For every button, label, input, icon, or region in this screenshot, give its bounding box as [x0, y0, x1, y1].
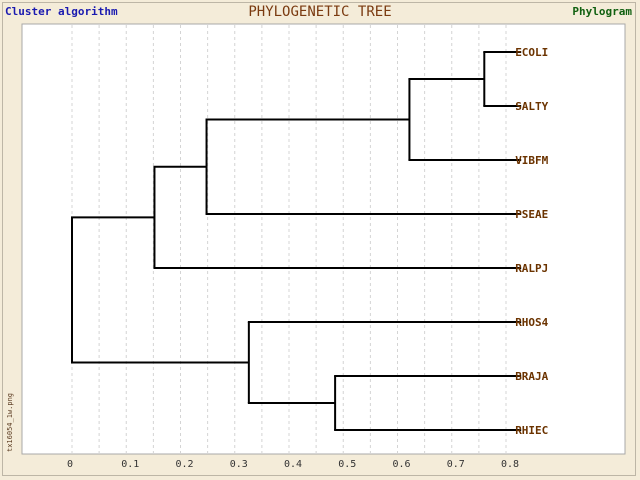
page-title: PHYLOGENETIC TREE	[248, 4, 392, 20]
tick-label: 0.6	[393, 459, 411, 470]
leaf-label-rhiec: RHIEC	[515, 424, 548, 437]
tick-label: 0.7	[447, 459, 465, 470]
leaf-label-vibfm: VIBFM	[515, 154, 548, 167]
phylogram-label: Phylogram	[572, 5, 632, 18]
tick-label: 0.8	[501, 459, 519, 470]
leaf-labels: ECOLI SALTY VIBFM PSEAE RALPJ RHOS4 BRAJA RHIEC	[515, 46, 548, 437]
x-axis: 0 0.1 0.2 0.3 0.4 0.5 0.6 0.7 0.8	[67, 459, 519, 470]
grid-lines	[71, 25, 507, 453]
plot-area	[21, 23, 626, 455]
tick-label: 0.5	[338, 459, 356, 470]
chart-frame	[2, 2, 636, 476]
leaf-label-braja: BRAJA	[515, 370, 548, 383]
tick-label: 0.1	[121, 459, 139, 470]
branches	[71, 51, 522, 431]
leaf-label-ralpj: RALPJ	[515, 262, 548, 275]
cluster-algorithm-label: Cluster algorithm	[5, 5, 118, 18]
tick-label: 0	[67, 459, 73, 470]
tick-label: 0.3	[230, 459, 248, 470]
leaf-label-pseae: PSEAE	[515, 208, 548, 221]
leaf-label-salty: SALTY	[515, 100, 548, 113]
leaf-label-rhos4: RHOS4	[515, 316, 548, 329]
tick-label: 0.2	[176, 459, 194, 470]
tick-label: 0.4	[284, 459, 302, 470]
leaf-label-ecoli: ECOLI	[515, 46, 548, 59]
